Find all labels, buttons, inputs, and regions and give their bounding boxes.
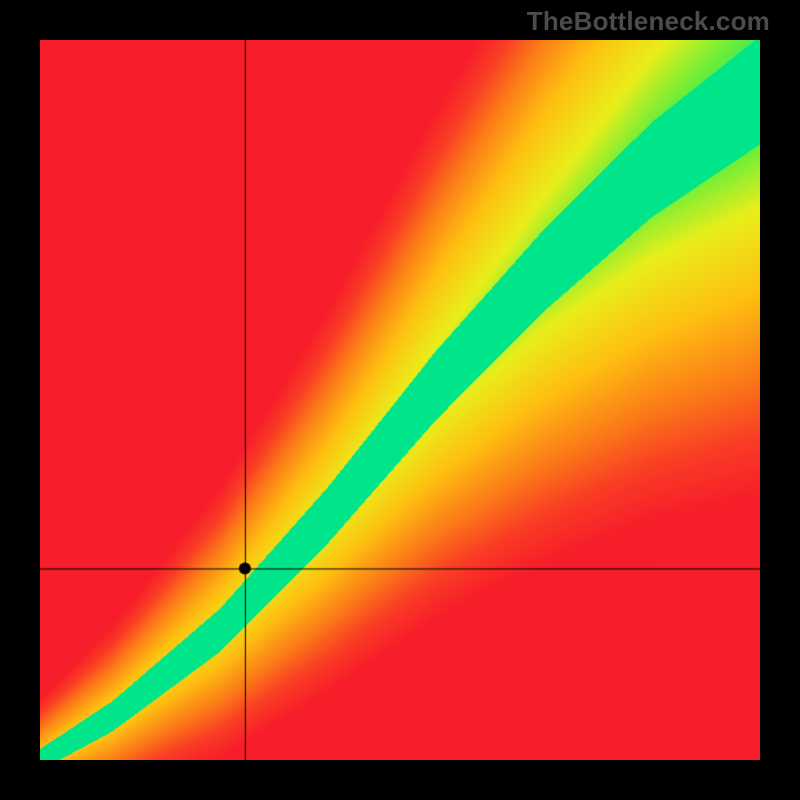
watermark-text: TheBottleneck.com (527, 6, 770, 37)
plot-area (40, 40, 760, 760)
heatmap-canvas (40, 40, 760, 760)
stage: TheBottleneck.com (0, 0, 800, 800)
